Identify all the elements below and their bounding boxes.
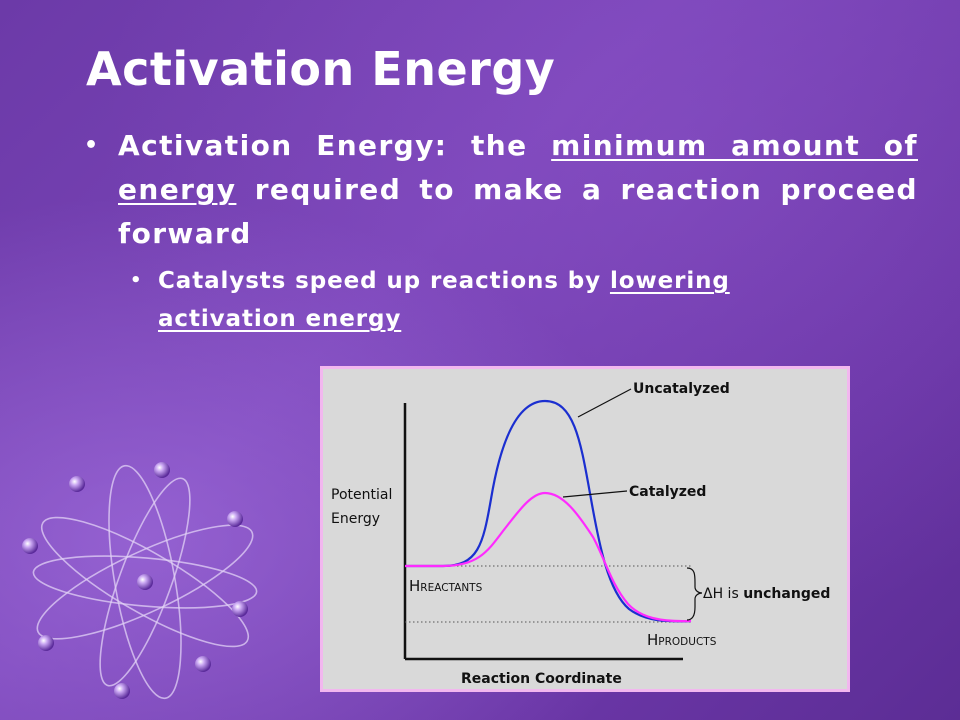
- definition-underlined: minimum amount of energy: [118, 129, 918, 206]
- h-products-label: HPRODUCTS: [647, 631, 717, 649]
- bullet-activation-energy-definition: • Activation Energy: the minimum amount …: [84, 124, 918, 256]
- delta-h-prefix: ΔH is: [703, 586, 743, 602]
- slide-title: Activation Energy: [86, 42, 556, 96]
- catalyzed-curve: [405, 491, 692, 623]
- catalyzed-leader: [562, 490, 628, 498]
- h-reactants-main: H: [409, 577, 420, 595]
- definition-prefix: Activation Energy: the: [118, 129, 552, 162]
- h-reactants-sub: REACTANTS: [420, 582, 482, 594]
- uncatalyzed-curve: [405, 399, 692, 623]
- energy-diagram-svg: Potential Energy Reaction Coordinate Unc…: [331, 381, 830, 687]
- catalyst-underlined: lowering activation energy: [158, 268, 730, 332]
- catalyst-prefix: Catalysts speed up reactions by: [158, 268, 610, 294]
- h-products-sub: PRODUCTS: [658, 636, 716, 648]
- uncatalyzed-leader: [577, 388, 632, 418]
- bullet-catalysts: • Catalysts speed up reactions by loweri…: [130, 262, 818, 338]
- delta-h-label: ΔH is unchanged: [703, 586, 830, 602]
- uncatalyzed-label: Uncatalyzed: [633, 381, 730, 397]
- energy-diagram: Potential Energy Reaction Coordinate Unc…: [320, 366, 850, 692]
- delta-h-bold: unchanged: [743, 586, 830, 602]
- bullet-dot-small: •: [130, 270, 143, 291]
- h-reactants-label: HREACTANTS: [409, 577, 483, 595]
- delta-h-bracket: [686, 567, 703, 621]
- ylabel-line1: Potential: [331, 487, 392, 503]
- xlabel: Reaction Coordinate: [461, 671, 622, 687]
- definition-suffix: required to make a reaction proceed forw…: [118, 173, 918, 250]
- ylabel-line2: Energy: [331, 511, 380, 527]
- bullet-dot: •: [84, 133, 100, 158]
- catalyzed-label: Catalyzed: [629, 484, 706, 500]
- h-products-main: H: [647, 631, 658, 649]
- atom-icon: [22, 462, 258, 700]
